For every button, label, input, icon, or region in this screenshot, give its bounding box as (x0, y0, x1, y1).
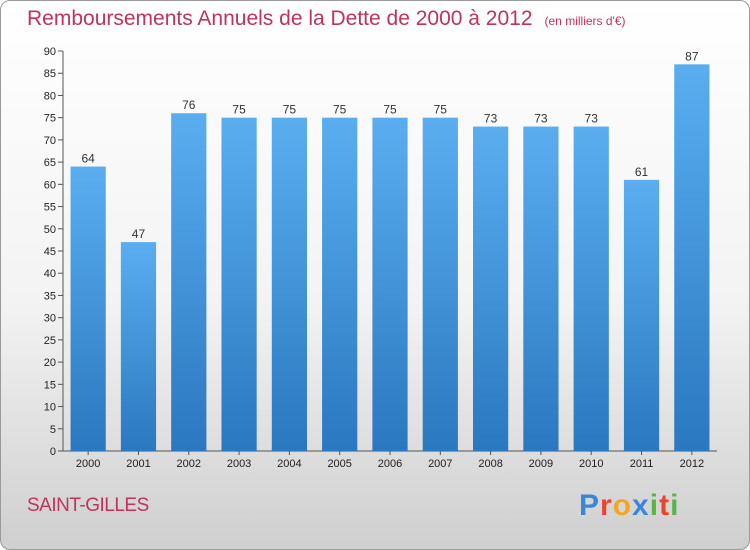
brand-logo-letter: i (649, 489, 660, 522)
x-tick-label: 2002 (177, 458, 201, 470)
bar-2006 (372, 117, 408, 452)
x-tick-label: 2007 (428, 458, 452, 470)
x-tick-label: 2011 (630, 458, 654, 470)
x-tick-label: 2003 (227, 458, 251, 470)
y-tick-label: 40 (44, 268, 56, 280)
value-label-2010: 73 (585, 112, 599, 126)
value-label-2012: 87 (685, 49, 699, 63)
y-tick-label: 90 (44, 46, 56, 58)
bars (70, 64, 710, 452)
y-tick-label: 0 (50, 446, 56, 458)
brand-logo-letter: i (670, 489, 680, 522)
value-label-2007: 75 (434, 103, 448, 117)
x-tick-label: 2000 (76, 458, 100, 470)
y-tick-label: 85 (44, 68, 56, 80)
y-tick-label: 80 (44, 90, 56, 102)
bar-2012 (674, 64, 710, 452)
brand-logo: Proxiti (579, 489, 679, 523)
title-row: Remboursements Annuels de la Dette de 20… (27, 7, 626, 31)
value-label-2004: 75 (283, 103, 297, 117)
brand-logo-letter: t (659, 489, 671, 522)
brand-logo-letter: P (579, 489, 601, 522)
y-tick-label: 20 (44, 357, 56, 369)
value-label-2001: 47 (132, 227, 146, 241)
x-tick-label: 2006 (378, 458, 402, 470)
bar-2009 (523, 126, 559, 452)
y-tick-label: 55 (44, 202, 56, 214)
x-tick-label: 2004 (277, 458, 301, 470)
chart-title: Remboursements Annuels de la Dette de 20… (27, 7, 533, 30)
value-label-2011: 61 (635, 165, 649, 179)
bar-2004 (271, 117, 307, 452)
x-tick-label: 2012 (680, 458, 704, 470)
bar-2002 (171, 113, 207, 451)
value-label-2009: 73 (534, 112, 548, 126)
y-tick-label: 60 (44, 179, 56, 191)
bar-2011 (623, 179, 660, 451)
y-tick-label: 25 (44, 335, 56, 347)
commune-name: SAINT-GILLES (27, 495, 149, 516)
bar-2007 (422, 117, 458, 452)
bar-2008 (473, 126, 509, 452)
y-tick-label: 35 (44, 290, 56, 302)
x-tick-label: 2001 (126, 458, 150, 470)
x-tick-label: 2009 (529, 458, 553, 470)
value-label-2003: 75 (232, 103, 246, 117)
bar-2003 (221, 117, 257, 452)
y-tick-label: 75 (44, 113, 56, 125)
y-tick-label: 50 (44, 224, 56, 236)
brand-logo-letter: o (612, 489, 633, 522)
x-tick-label: 2008 (478, 458, 502, 470)
bar-2001 (120, 242, 157, 451)
value-label-2006: 75 (383, 103, 397, 117)
x-tick-label: 2010 (579, 458, 603, 470)
y-tick-label: 70 (44, 135, 56, 147)
bar-2000 (70, 166, 106, 452)
value-label-2000: 64 (81, 152, 95, 166)
y-tick-label: 65 (44, 157, 56, 169)
y-tick-label: 15 (44, 379, 56, 391)
value-label-2005: 75 (333, 103, 347, 117)
y-tick-label: 45 (44, 246, 56, 258)
value-labels: 64 47 76 75 75 75 75 75 73 73 73 61 87 (81, 49, 698, 241)
y-tick-label: 5 (50, 424, 56, 436)
brand-logo-letter: r (600, 489, 613, 522)
y-tick-label: 10 (44, 402, 56, 414)
x-tick-label: 2005 (327, 458, 351, 470)
y-tick-label: 30 (44, 313, 56, 325)
value-label-2008: 73 (484, 112, 498, 126)
value-label-2002: 76 (182, 98, 196, 112)
chart-subtitle: (en milliers d'€) (544, 14, 626, 28)
brand-logo-letter: x (632, 489, 650, 522)
bar-2005 (322, 117, 358, 452)
bar-2010 (573, 126, 609, 452)
